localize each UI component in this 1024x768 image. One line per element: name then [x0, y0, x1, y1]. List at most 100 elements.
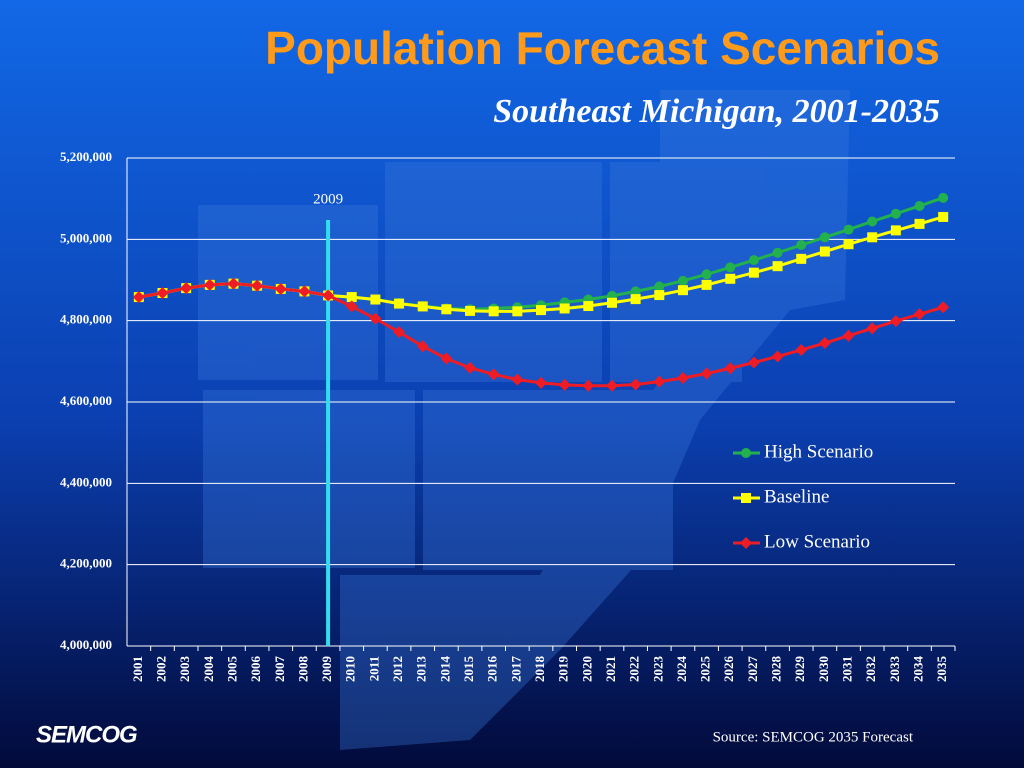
marker [227, 277, 240, 290]
marker [605, 379, 618, 392]
x-tick-label: 2006 [248, 656, 263, 683]
marker [914, 200, 925, 211]
marker [937, 301, 950, 314]
marker [511, 373, 524, 386]
chart-subtitle: Southeast Michigan, 2001-2035 [493, 93, 940, 130]
x-tick-label: 2002 [153, 656, 168, 682]
x-tick-label: 2021 [603, 656, 618, 682]
marker [747, 356, 760, 369]
marker [676, 372, 689, 385]
marker [867, 216, 878, 227]
marker [677, 285, 688, 296]
x-tick-label: 2005 [224, 656, 239, 683]
logo: SEMCOG [36, 721, 137, 748]
x-tick-label: 2030 [816, 656, 831, 682]
x-tick-label: 2011 [366, 656, 381, 681]
x-tick-label: 2019 [556, 656, 571, 683]
marker [772, 247, 783, 258]
marker [795, 343, 808, 356]
marker [867, 232, 878, 243]
x-tick-label: 2023 [650, 656, 665, 683]
marker [725, 273, 736, 284]
marker [558, 378, 571, 391]
marker [913, 308, 926, 321]
marker [370, 294, 381, 305]
marker [156, 287, 169, 300]
x-tick-label: 2020 [579, 656, 594, 682]
x-tick-label: 2017 [508, 656, 523, 683]
marker [914, 218, 925, 229]
chart-title: Population Forecast Scenarios [265, 22, 940, 74]
marker [654, 281, 665, 292]
marker [203, 278, 216, 291]
marker [748, 255, 759, 266]
x-tick-label: 2022 [627, 656, 642, 682]
marker [606, 297, 617, 308]
x-tick-label: 2010 [343, 656, 358, 682]
marker [741, 493, 751, 503]
marker [741, 448, 751, 458]
marker [938, 192, 949, 203]
marker [843, 224, 854, 235]
marker [440, 352, 453, 365]
marker [441, 304, 452, 315]
marker [487, 368, 500, 381]
x-tick-label: 2016 [485, 656, 500, 683]
x-tick-label: 2028 [769, 656, 784, 683]
marker [251, 279, 264, 292]
x-tick-label: 2013 [414, 656, 429, 683]
marker [417, 301, 428, 312]
marker [180, 282, 193, 295]
x-tick-label: 2025 [698, 656, 713, 683]
x-tick-label: 2029 [792, 656, 807, 683]
x-tick-label: 2034 [910, 656, 925, 683]
marker [740, 537, 752, 549]
y-tick-label: 5,200,000 [60, 149, 112, 164]
y-tick-label: 4,400,000 [60, 474, 112, 489]
marker [630, 294, 641, 305]
marker [630, 286, 641, 297]
marker [583, 301, 594, 312]
marker [274, 282, 287, 295]
marker [465, 305, 476, 316]
marker [701, 269, 712, 280]
marker [796, 253, 807, 264]
marker [725, 262, 736, 273]
x-tick-label: 2001 [130, 656, 145, 682]
x-tick-label: 2004 [201, 656, 216, 683]
marker [842, 329, 855, 342]
marker [772, 261, 783, 272]
x-tick-label: 2012 [390, 656, 405, 682]
map-silhouette [198, 90, 850, 750]
marker [890, 225, 901, 236]
x-tick-label: 2031 [840, 656, 855, 682]
x-tick-label: 2014 [437, 656, 452, 683]
marker [345, 300, 358, 313]
marker [654, 290, 665, 301]
marker [582, 379, 595, 392]
marker [629, 378, 642, 391]
x-tick-label: 2009 [319, 656, 334, 683]
x-tick-label: 2027 [745, 656, 760, 683]
x-tick-label: 2024 [674, 656, 689, 683]
marker [819, 232, 830, 243]
x-tick-label: 2015 [461, 656, 476, 683]
x-tick-label: 2008 [295, 656, 310, 683]
x-tick-label: 2032 [863, 656, 878, 682]
y-tick-label: 4,200,000 [60, 556, 112, 571]
marker [938, 211, 949, 222]
marker [889, 315, 902, 328]
x-tick-label: 2003 [177, 656, 192, 683]
marker [866, 322, 879, 335]
marker [700, 367, 713, 380]
y-tick-label: 4,000,000 [60, 637, 112, 652]
y-tick-label: 4,800,000 [60, 312, 112, 327]
x-tick-label: 2033 [887, 656, 902, 683]
marker [488, 306, 499, 317]
legend-label: High Scenario [764, 441, 873, 462]
legend-label: Low Scenario [764, 531, 870, 552]
marker [535, 376, 547, 389]
marker [298, 285, 311, 298]
marker [771, 350, 784, 363]
